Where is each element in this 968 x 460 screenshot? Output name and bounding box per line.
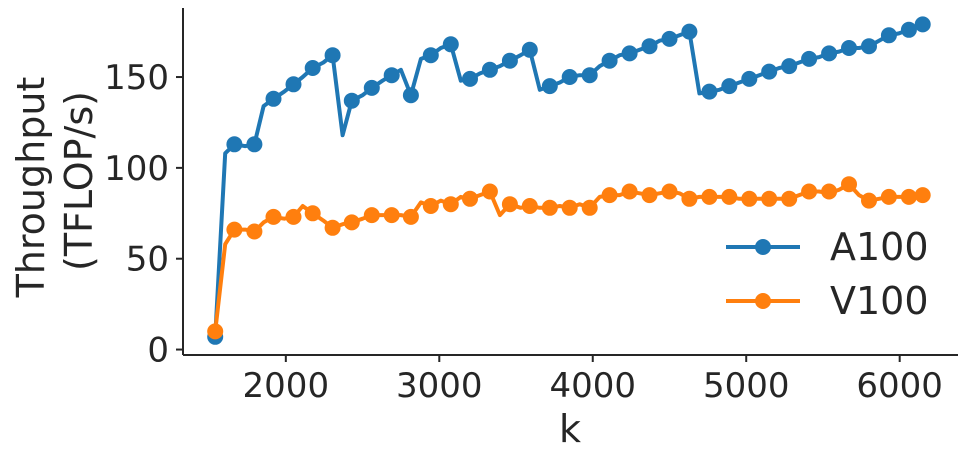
series-a100-point <box>226 136 243 153</box>
y-axis-ticks: 0 50 100 150 <box>104 58 183 371</box>
series-v100-point <box>641 187 658 204</box>
series-v100-point <box>841 176 857 193</box>
legend-v100-marker <box>755 293 771 309</box>
y-axis-label: Throughput (TFLOP/s) <box>9 65 101 299</box>
series-v100-point <box>383 207 400 224</box>
series-v100-point <box>861 192 877 209</box>
series-v100-point <box>621 183 638 200</box>
series-a100-point <box>721 78 738 95</box>
series-a100-point <box>561 69 578 85</box>
series-a100-point <box>521 41 538 58</box>
plot-area <box>207 16 931 345</box>
legend-v100-label: V100 <box>830 279 929 323</box>
series-v100-point <box>246 223 263 240</box>
series-a100-point <box>681 23 698 40</box>
series-a100-point <box>841 40 857 56</box>
series-v100-point <box>501 196 518 213</box>
x-axis-label: k <box>559 407 581 451</box>
series-a100-point <box>861 38 877 55</box>
series-a100-point <box>581 67 598 84</box>
series-v100-point <box>821 183 838 200</box>
series-v100-point <box>900 188 917 205</box>
series-v100-point <box>462 190 478 207</box>
x-tick-label: 6000 <box>856 366 943 406</box>
series-a100-point <box>265 90 282 107</box>
series-a100-point <box>402 87 419 104</box>
series-a100-point <box>821 45 838 62</box>
x-axis-ticks: 2000 3000 4000 5000 6000 <box>243 355 943 406</box>
series-a100-point <box>442 36 459 53</box>
series-a100-point <box>880 27 897 44</box>
y-tick-label: 0 <box>147 331 169 371</box>
series-v100-point <box>541 199 558 216</box>
series-v100-point <box>914 187 931 204</box>
series-a100-point <box>641 38 658 55</box>
series-v100-point <box>681 190 698 207</box>
series-a100-point <box>285 76 302 93</box>
series-v100-point <box>581 199 598 216</box>
series-a100-point <box>761 63 778 80</box>
y-tick-label: 150 <box>104 58 169 98</box>
series-a100-point <box>661 30 678 47</box>
series-a100-point <box>501 52 518 69</box>
series-a100-point <box>246 136 263 153</box>
series-v100-point <box>442 196 459 213</box>
series-v100-point <box>422 198 439 214</box>
series-a100-point <box>621 45 638 62</box>
y-tick-label: 100 <box>104 149 169 189</box>
series-v100-point <box>265 208 282 225</box>
series-a100-point <box>601 52 618 69</box>
legend: A100 V100 <box>726 225 929 323</box>
series-a100-point <box>741 70 758 87</box>
series-v100-point <box>304 205 321 222</box>
x-tick-label: 4000 <box>549 366 636 406</box>
y-axis-label-line-2: (TFLOP/s) <box>57 91 101 271</box>
series-a100-point <box>701 83 718 100</box>
series-v100-point <box>324 219 341 236</box>
series-v100-point <box>363 207 380 224</box>
series-v100-point <box>741 190 758 207</box>
series-a100-point <box>363 79 380 96</box>
legend-a100-label: A100 <box>830 225 929 269</box>
series-a100-point <box>914 16 931 33</box>
series-a100-point <box>541 78 558 95</box>
series-v100-point <box>561 199 578 216</box>
series-v100-point <box>701 188 718 205</box>
series-a100-point <box>324 47 341 64</box>
series-a100-point <box>304 60 321 76</box>
legend-a100-marker <box>755 239 771 255</box>
y-tick-label: 50 <box>126 240 169 280</box>
series-a100-point <box>383 67 400 84</box>
series-v100-point <box>402 208 419 225</box>
series-v100-point <box>661 183 678 200</box>
series-a100-point <box>781 58 798 75</box>
series-a100-point <box>900 21 917 38</box>
series-v100-point <box>721 188 738 205</box>
series-a100-point <box>422 47 439 64</box>
series-v100-point <box>343 214 360 231</box>
series-v100-point <box>761 190 778 207</box>
series-a100-point <box>481 61 498 78</box>
x-tick-label: 3000 <box>396 366 483 406</box>
series-v100-point <box>285 208 302 225</box>
x-tick-label: 5000 <box>703 366 790 406</box>
series-v100-point <box>601 187 618 204</box>
series-a100-point <box>343 92 360 109</box>
series-v100-point <box>880 188 897 205</box>
x-tick-label: 2000 <box>243 366 330 406</box>
series-v100-point <box>207 323 224 340</box>
series-v100-point <box>226 221 243 238</box>
series-v100-point <box>801 183 818 200</box>
series-a100-point <box>801 50 818 67</box>
series-v100-point <box>781 190 798 207</box>
y-axis-label-line-1: Throughput <box>9 77 53 299</box>
series-v100-point <box>521 198 538 214</box>
series-v100-point <box>481 183 498 200</box>
series-a100-point <box>462 70 478 87</box>
